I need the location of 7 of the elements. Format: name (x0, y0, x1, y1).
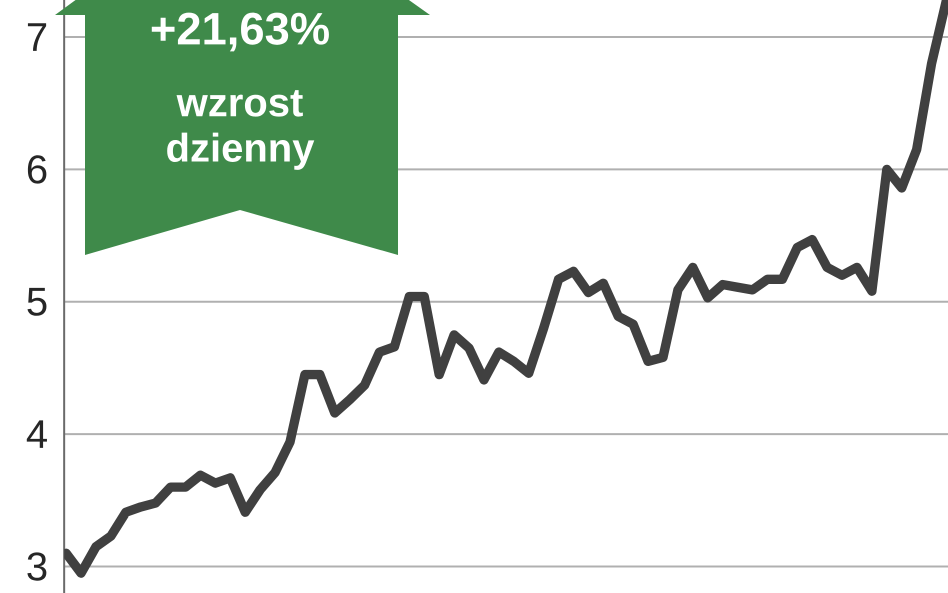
y-tick-label: 6 (28, 155, 46, 184)
y-tick-label: 5 (27, 288, 46, 316)
y-tick-label: 7 (28, 23, 46, 51)
annotation: wzrost dzienny (167, 90, 314, 170)
y-tick-label: 4 (26, 420, 47, 448)
y-tick-label: 3 (27, 552, 46, 581)
annotation: +21,63% (152, 12, 329, 52)
